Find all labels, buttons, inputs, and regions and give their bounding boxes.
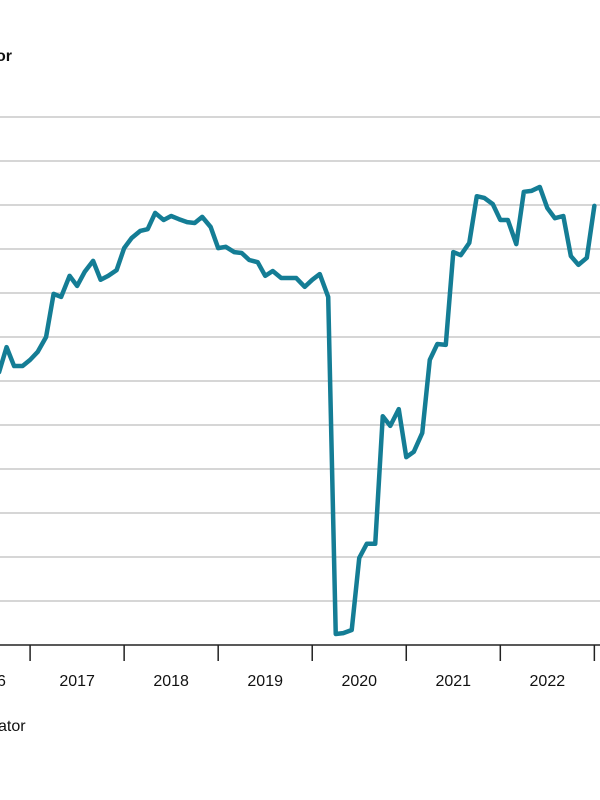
chart-title: or — [0, 48, 12, 65]
x-tick-label: 6 — [0, 673, 6, 690]
source: ator — [0, 718, 26, 735]
x-tick-label: 2017 — [59, 673, 95, 690]
x-tick-label: 2018 — [153, 673, 189, 690]
x-tick-label: 2020 — [341, 673, 377, 690]
x-tick-label: 2021 — [435, 673, 471, 690]
x-tick-label: 2019 — [247, 673, 283, 690]
line-series — [0, 184, 597, 637]
x-tick-label: 2022 — [530, 673, 566, 690]
